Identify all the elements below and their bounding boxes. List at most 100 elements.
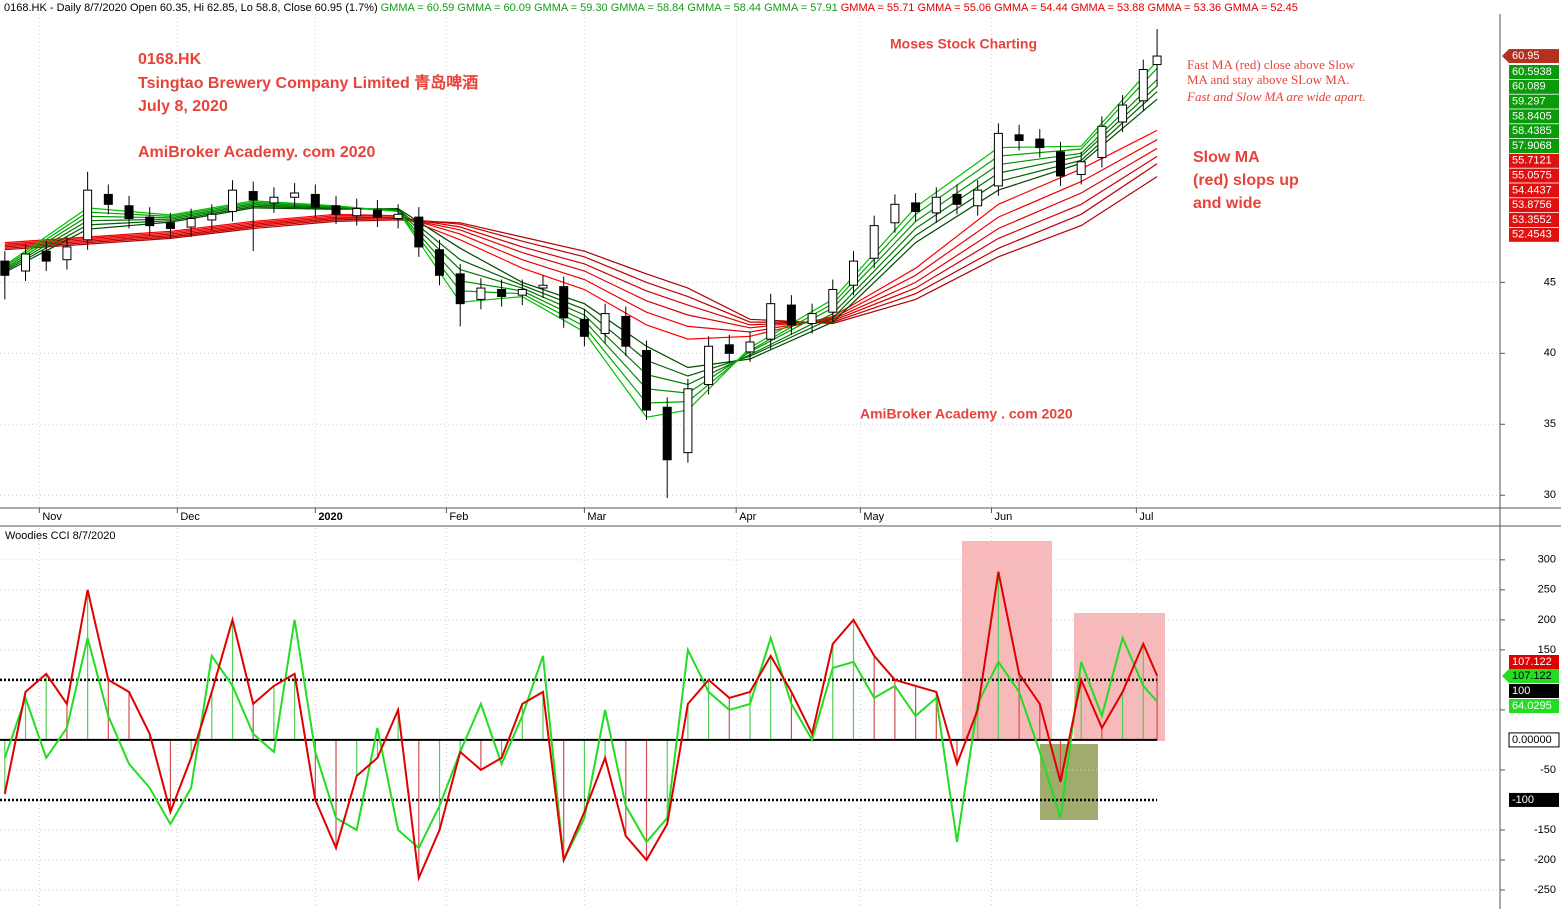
candle-body	[1152, 55, 1162, 66]
moving-average-line	[4, 155, 1158, 326]
value-label: 53.3552	[1512, 214, 1552, 226]
candle-body	[952, 193, 962, 205]
value-pointer	[1502, 49, 1509, 64]
legend-entry: GMMA = 55.06	[917, 2, 991, 14]
x-tick-label: Feb	[449, 511, 468, 523]
annotation: (red) slops up	[1193, 172, 1299, 189]
candle-body	[435, 249, 445, 276]
moving-average-line	[4, 91, 1158, 377]
y-tick-label: -150	[1534, 824, 1556, 836]
value-box	[1509, 227, 1559, 242]
candle-body	[269, 196, 279, 204]
moving-average-line	[4, 129, 1158, 340]
x-tick-label: Mar	[587, 511, 606, 523]
value-box	[1509, 792, 1559, 807]
cci-line	[3, 571, 1159, 882]
x-tick-label: 2020	[318, 511, 342, 523]
candle-body	[145, 216, 155, 227]
candle-body	[497, 288, 507, 298]
value-box	[1509, 168, 1559, 183]
candle-body	[890, 203, 900, 224]
candle-body	[290, 192, 300, 198]
candle-body	[848, 260, 858, 286]
value-box	[1509, 153, 1559, 168]
candle-body	[786, 304, 796, 326]
y-tick-label: 200	[1538, 614, 1556, 626]
value-box	[1509, 139, 1559, 153]
candle-body	[21, 253, 31, 272]
candle-body	[931, 196, 941, 214]
candle-body	[1138, 69, 1148, 102]
candle-body	[41, 250, 51, 262]
y-tick-label: -200	[1534, 854, 1556, 866]
candle-body	[165, 222, 175, 229]
candle-body	[1097, 125, 1107, 159]
highlight-box	[962, 541, 1052, 741]
candle-body	[745, 341, 755, 353]
value-box	[1509, 213, 1559, 227]
moving-average-line	[4, 147, 1158, 329]
candle-body	[683, 388, 693, 454]
candle-body	[62, 246, 72, 261]
legend-entry: GMMA = 60.09	[457, 2, 531, 14]
y-tick-label: 35	[1544, 418, 1556, 430]
annotation: and wide	[1193, 195, 1262, 212]
annotation: Fast MA (red) close above Slow	[1187, 57, 1356, 72]
candle-body	[579, 318, 589, 337]
legend-entry: GMMA = 53.88	[1071, 2, 1145, 14]
value-box	[1509, 79, 1559, 94]
candle-body	[186, 218, 196, 228]
header-text: 0168.HK - Daily 8/7/2020 Open 60.35, Hi …	[4, 2, 378, 14]
candle-body	[642, 349, 652, 411]
value-box	[1509, 49, 1559, 64]
value-box	[1509, 655, 1559, 669]
value-label: 64.0295	[1512, 700, 1552, 712]
value-label: 107.122	[1512, 670, 1552, 682]
x-tick-label: Apr	[739, 511, 756, 523]
candle-body	[1118, 104, 1128, 123]
candle-body	[393, 213, 403, 220]
legend-entry: GMMA = 58.44	[687, 2, 761, 14]
candle-body	[1076, 161, 1086, 176]
legend-entry: GMMA = 52.45	[1224, 2, 1298, 14]
value-box	[1509, 65, 1559, 79]
legend-entry: GMMA = 54.44	[994, 2, 1068, 14]
candle-body	[83, 189, 93, 241]
moving-average-line	[4, 163, 1158, 323]
value-label: 58.8405	[1512, 110, 1552, 122]
candle-body	[455, 273, 465, 305]
candle-body	[621, 315, 631, 347]
candle-body	[973, 189, 983, 207]
value-label: 60.95	[1512, 50, 1540, 62]
candle-body	[248, 191, 258, 201]
value-label: 52.4543	[1512, 229, 1552, 241]
x-tick-label: Jun	[994, 511, 1012, 523]
candle-body	[372, 209, 382, 218]
candle-body	[766, 303, 776, 340]
y-tick-label: 150	[1538, 644, 1556, 656]
legend-entry: GMMA = 55.71	[841, 2, 915, 14]
value-label: 100	[1512, 685, 1530, 697]
candle-body	[476, 287, 486, 300]
value-box	[1509, 183, 1559, 198]
moving-average-line	[4, 139, 1158, 333]
highlight-box	[1074, 613, 1165, 741]
x-tick-label: May	[863, 511, 884, 523]
annotation: AmiBroker Academy. com 2020	[138, 144, 376, 161]
value-box	[1508, 732, 1560, 748]
y-tick-label: 300	[1538, 554, 1556, 566]
candle-body	[414, 216, 424, 248]
value-label: 54.4437	[1512, 184, 1552, 196]
candle-body	[993, 132, 1003, 187]
value-label: -100	[1512, 794, 1534, 806]
candle-body	[0, 260, 10, 276]
candle-body	[1014, 134, 1024, 141]
y-tick-label: 40	[1544, 347, 1556, 359]
annotation: July 8, 2020	[138, 98, 228, 115]
value-label: 0.00000	[1512, 734, 1552, 746]
annotation: Fast and Slow MA are wide apart.	[1186, 89, 1366, 104]
legend-entry: GMMA = 57.91	[764, 2, 838, 14]
